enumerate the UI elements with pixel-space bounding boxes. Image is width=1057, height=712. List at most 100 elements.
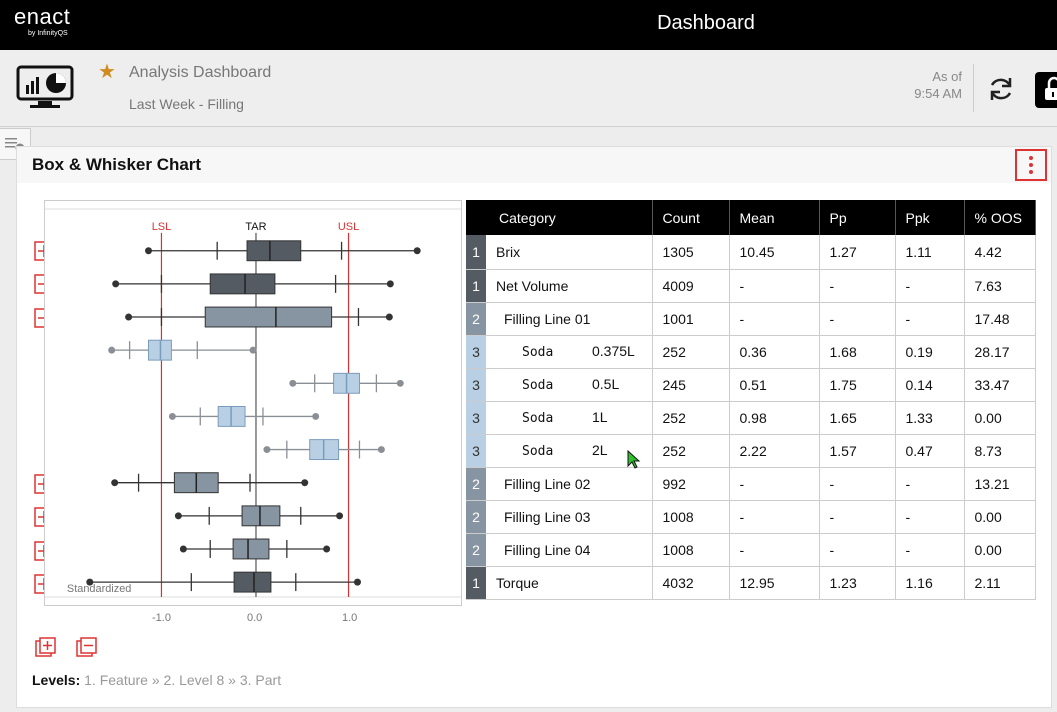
count-cell: 1001 (652, 302, 730, 336)
ppk-cell: - (895, 500, 965, 534)
outlier-point (111, 479, 119, 487)
category-cell: Filling Line 03 (486, 500, 653, 534)
table-row[interactable]: 3 Soda 0.375L 252 0.36 1.68 0.19 28.17 (466, 335, 1036, 369)
table-row[interactable]: 3 Soda 2L 252 2.22 1.57 0.47 8.73 (466, 434, 1036, 468)
table-row[interactable]: 1 Brix 1305 10.45 1.27 1.11 4.42 (466, 235, 1036, 270)
col-mean[interactable]: Mean (729, 200, 820, 235)
mean-cell: - (729, 467, 820, 501)
category-size: 0.5L (592, 376, 620, 392)
level-badge: 1 (466, 269, 486, 303)
lsl-label: LSL (152, 221, 171, 233)
category-cell: Filling Line 04 (486, 533, 653, 567)
mean-cell: - (729, 302, 820, 336)
level-badge: 1 (466, 566, 486, 600)
ppk-cell: - (895, 467, 965, 501)
ppk-cell: - (895, 302, 965, 336)
table-row[interactable]: 3 Soda 0.5L 245 0.51 1.75 0.14 33.47 (466, 368, 1036, 402)
category-cell: Filling Line 01 (486, 302, 653, 336)
ppk-cell: 1.11 (895, 235, 965, 270)
as-of-label: As of (932, 69, 962, 84)
mean-cell: 0.51 (729, 368, 820, 402)
table-row[interactable]: 2 Filling Line 02 992- - -13.21 (466, 467, 1036, 501)
level-badge: 1 (466, 235, 486, 270)
pp-cell: 1.68 (819, 335, 896, 369)
oos-cell: 33.47 (964, 368, 1036, 402)
level-badge: 2 (466, 500, 486, 534)
oos-cell: 13.21 (964, 467, 1036, 501)
pp-cell: - (819, 302, 896, 336)
outlier-point (145, 247, 152, 255)
pp-cell: - (819, 533, 896, 567)
ppk-cell: - (895, 269, 965, 303)
category-name: Soda (522, 444, 554, 459)
category-cell: Soda 1L (486, 401, 653, 435)
level-item[interactable]: 2. Level 8 (163, 672, 225, 688)
outlier-point (249, 346, 257, 354)
oos-cell: 28.17 (964, 335, 1036, 369)
star-icon[interactable]: ★ (98, 61, 116, 83)
ppk-cell: - (895, 533, 965, 567)
ppk-cell: 1.16 (895, 566, 965, 600)
table-header-row: Category Count Mean Pp Ppk % OOS (466, 200, 1036, 235)
outlier-point (108, 346, 116, 354)
pp-cell: 1.27 (819, 235, 896, 270)
category-name: Filling Line 01 (504, 310, 591, 327)
top-bar: enact by InfinityQS Dashboard (0, 0, 1057, 50)
level-item[interactable]: 1. Feature (84, 672, 148, 688)
pp-cell: 1.23 (819, 566, 896, 600)
category-cell: Soda 0.5L (486, 368, 653, 402)
enact-logo: enact by InfinityQS (14, 6, 70, 38)
mean-cell: 2.22 (729, 434, 820, 468)
count-cell: 1305 (652, 235, 730, 270)
pp-cell: 1.75 (819, 368, 896, 402)
axis-note: Standardized (67, 583, 131, 595)
level-item[interactable]: 3. Part (239, 672, 282, 688)
as-of-time: 9:54 AM (914, 86, 962, 101)
box[interactable] (233, 571, 272, 593)
outlier-point (396, 379, 404, 387)
table-row[interactable]: 1 Torque 4032 12.95 1.23 1.16 2.11 (466, 566, 1036, 600)
expand-all-icon[interactable] (35, 637, 57, 659)
count-cell: 4032 (652, 566, 730, 600)
count-cell: 252 (652, 335, 730, 369)
col-count[interactable]: Count (652, 200, 730, 235)
category-size: 1L (592, 409, 608, 425)
mean-cell: 10.45 (729, 235, 820, 270)
table-row[interactable]: 2 Filling Line 03 1008- - -0.00 (466, 500, 1036, 534)
dashboard-subtitle: Last Week - Filling (129, 96, 244, 112)
outlier-point (386, 280, 394, 288)
box[interactable] (232, 538, 270, 560)
tar-label: TAR (245, 221, 266, 233)
outlier-point (301, 479, 309, 487)
category-name: Filling Line 03 (504, 508, 591, 525)
table-row[interactable]: 2 Filling Line 01 1001- - -17.48 (466, 302, 1036, 336)
category-size: 0.375L (592, 343, 635, 359)
table-row[interactable]: 3 Soda 1L 252 0.98 1.65 1.33 0.00 (466, 401, 1036, 435)
box[interactable] (241, 505, 281, 527)
category-name: Soda (522, 411, 554, 426)
pp-cell: - (819, 467, 896, 501)
pp-cell: 1.65 (819, 401, 896, 435)
col-ppk[interactable]: Ppk (895, 200, 965, 235)
lock-icon[interactable] (1035, 72, 1057, 108)
outlier-point (312, 412, 320, 420)
collapse-all-icon[interactable] (76, 637, 98, 659)
ppk-cell: 0.47 (895, 434, 965, 468)
ppk-cell: 0.14 (895, 368, 965, 402)
col-pp[interactable]: Pp (819, 200, 896, 235)
outlier-point (179, 545, 187, 553)
refresh-icon[interactable] (986, 74, 1016, 104)
table-row[interactable]: 1 Net Volume 4009- - -7.63 (466, 269, 1036, 303)
category-cell: Brix (486, 235, 653, 270)
box[interactable] (209, 273, 276, 295)
table-row[interactable]: 2 Filling Line 04 1008- - -0.00 (466, 533, 1036, 567)
col-category[interactable]: Category (466, 200, 653, 235)
oos-cell: 0.00 (964, 401, 1036, 435)
box[interactable] (246, 240, 302, 262)
col-oos[interactable]: % OOS (964, 200, 1036, 235)
kebab-menu-icon[interactable] (1015, 149, 1047, 181)
mean-cell: 0.36 (729, 335, 820, 369)
count-cell: 252 (652, 401, 730, 435)
outlier-point (377, 446, 385, 454)
box[interactable] (204, 306, 333, 328)
